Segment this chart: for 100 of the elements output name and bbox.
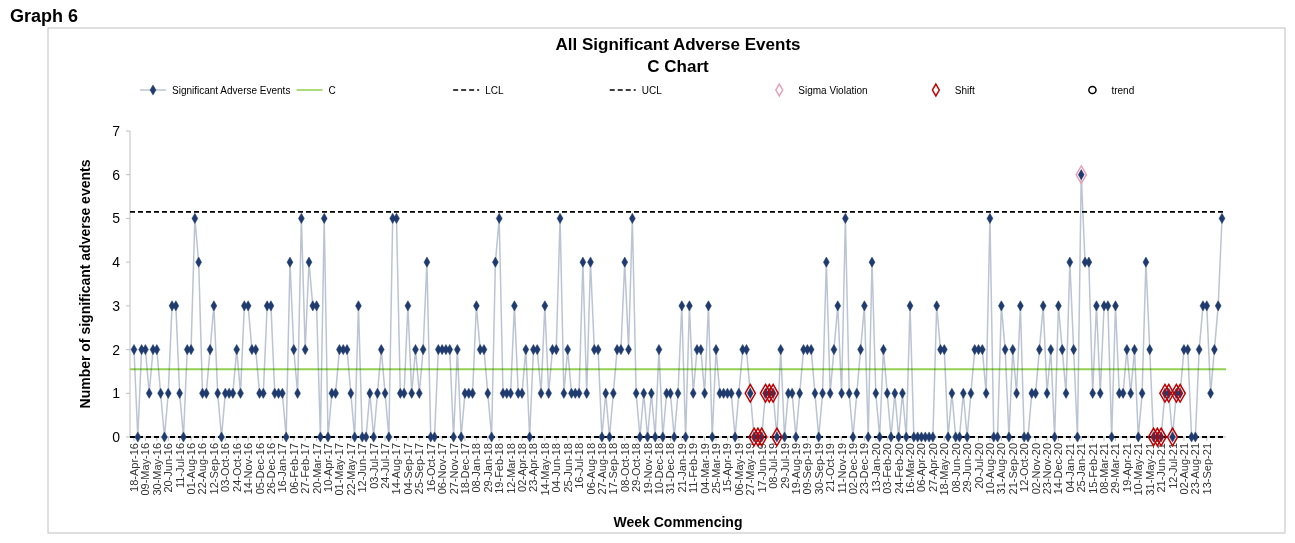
x-tick-label: 31-Dec-18 — [664, 443, 677, 495]
x-tick-label: 02-Nov-20 — [1029, 443, 1042, 495]
x-tick-label: 06-Feb-17 — [287, 443, 300, 494]
x-tick-label: 03-Feb-20 — [881, 443, 894, 494]
x-tick-label: 02-Aug-21 — [1177, 443, 1190, 495]
x-tick-label: 12-Mar-18 — [504, 443, 517, 494]
y-tick-label: 2 — [112, 341, 121, 358]
x-tick-label: 24-Feb-20 — [892, 443, 905, 494]
y-tick-label: 0 — [112, 429, 121, 445]
x-tick-label: 27-May-19 — [744, 443, 757, 496]
x-tick-label: 08-Jan-18 — [470, 443, 483, 493]
x-tick-label: 23-Dec-19 — [858, 443, 871, 495]
x-tick-label: 17-Jun-19 — [755, 443, 768, 493]
x-tick-label: 24-Jul-17 — [379, 443, 392, 489]
x-tick-label: 03-Oct-16 — [219, 443, 232, 492]
x-tick-label: 11-Jul-16 — [173, 443, 186, 489]
x-tick-label: 27-Nov-17 — [447, 443, 460, 495]
x-tick-label: 17-Sep-18 — [607, 443, 620, 495]
x-tick-label: 18-Apr-16 — [128, 443, 140, 492]
x-tick-label: 14-Dec-20 — [1052, 443, 1065, 495]
x-tick-label: 20-Mar-17 — [310, 443, 323, 494]
x-tick-label: 16-Jan-17 — [276, 443, 289, 493]
x-tick-label: 24-Oct-16 — [230, 443, 243, 492]
legend-label: LCL — [485, 84, 504, 96]
x-tick-label: 10-May-21 — [1132, 443, 1145, 496]
x-tick-label: 18-May-20 — [938, 443, 951, 496]
y-tick-label: 6 — [112, 166, 121, 183]
x-tick-label: 04-Jun-18 — [550, 443, 563, 493]
x-tick-label: 01-Aug-16 — [185, 443, 198, 495]
x-tick-label: 21-Jun-21 — [1155, 443, 1168, 493]
x-tick-label: 04-Sep-17 — [401, 443, 414, 495]
x-tick-label: 04-Jan-21 — [1063, 443, 1076, 493]
x-tick-label: 02-Apr-18 — [516, 443, 529, 492]
x-tick-label: 10-Apr-17 — [322, 443, 335, 492]
x-tick-label: 15-Apr-19 — [721, 443, 734, 492]
x-tick-label: 12-Oct-20 — [1018, 443, 1031, 492]
x-tick-label: 20-Jun-16 — [162, 443, 175, 493]
legend-label: UCL — [641, 84, 663, 96]
x-tick-label: 26-Dec-16 — [264, 443, 277, 495]
x-tick-label: 16-Oct-17 — [424, 443, 437, 492]
x-tick-label: 09-May-16 — [139, 443, 152, 496]
x-tick-label: 21-Sep-20 — [1006, 443, 1019, 495]
x-tick-label: 11-Feb-19 — [687, 443, 700, 493]
x-tick-label: 22-May-17 — [344, 443, 357, 496]
x-tick-label: 13-Jan-20 — [869, 443, 882, 493]
x-tick-label: 23-Nov-20 — [1041, 443, 1054, 495]
chart-subtitle: C Chart — [647, 57, 710, 76]
x-tick-label: 08-Mar-21 — [1098, 443, 1111, 494]
x-tick-label: 14-Aug-17 — [390, 443, 403, 495]
legend-label: Shift — [954, 84, 976, 96]
x-tick-label: 01-May-17 — [333, 443, 346, 496]
x-tick-label: 06-May-19 — [732, 443, 745, 496]
x-tick-label: 25-Mar-19 — [710, 443, 723, 494]
x-tick-label: 30-Sep-19 — [812, 443, 825, 495]
x-tick-label: 19-Apr-21 — [1120, 443, 1133, 492]
x-tick-label: 25-Jan-21 — [1075, 443, 1088, 493]
x-tick-label: 22-Aug-16 — [196, 443, 209, 495]
x-tick-label: 13-Sep-21 — [1200, 443, 1213, 495]
legend-label: C — [328, 84, 336, 96]
x-axis-title: Week Commencing — [613, 514, 743, 530]
y-axis-title: Number of significant adverse events — [77, 159, 93, 409]
x-tick-label: 19-Feb-18 — [493, 443, 506, 494]
x-tick-label: 29-Jan-18 — [481, 443, 494, 493]
x-tick-label: 06-Aug-18 — [584, 443, 597, 495]
x-tick-label: 19-Nov-18 — [641, 443, 654, 495]
x-tick-label: 14-Nov-16 — [242, 443, 255, 495]
x-tick-label: 16-Jul-18 — [573, 443, 586, 489]
x-tick-label: 25-Sep-17 — [413, 443, 426, 495]
y-tick-label: 7 — [112, 123, 121, 139]
x-tick-label: 05-Dec-16 — [253, 443, 266, 495]
x-tick-label: 23-Apr-18 — [527, 443, 540, 492]
x-tick-label: 31-Aug-20 — [995, 443, 1008, 495]
x-tick-label: 06-Apr-20 — [915, 443, 928, 492]
legend-label: Significant Adverse Events — [172, 84, 291, 96]
x-tick-label: 10-Aug-20 — [983, 443, 996, 495]
x-tick-label: 23-Aug-21 — [1189, 443, 1202, 495]
x-tick-label: 27-Feb-17 — [299, 443, 312, 494]
x-tick-label: 16-Mar-20 — [904, 443, 917, 494]
x-tick-label: 29-Jun-20 — [961, 443, 974, 493]
x-tick-label: 12-Jul-21 — [1166, 443, 1179, 489]
x-tick-label: 08-Oct-18 — [618, 443, 631, 492]
chart-title: All Significant Adverse Events — [555, 35, 801, 54]
caption: Graph 6 — [10, 6, 79, 26]
x-tick-label: 29-Oct-18 — [630, 443, 643, 492]
x-tick-label: 18-Dec-17 — [458, 443, 471, 495]
x-tick-label: 19-Aug-19 — [789, 443, 802, 495]
x-tick-label: 11-Nov-19 — [835, 443, 848, 494]
x-tick-label: 12-Jun-17 — [356, 443, 369, 493]
x-tick-label: 08-Jun-20 — [949, 443, 962, 493]
x-tick-label: 03-Jul-17 — [367, 443, 380, 489]
x-tick-label: 09-Sep-19 — [801, 443, 814, 495]
x-tick-label: 10-Dec-18 — [652, 443, 665, 495]
y-tick-label: 3 — [112, 297, 121, 314]
y-tick-label: 4 — [112, 254, 121, 271]
x-tick-label: 08-Jul-19 — [767, 443, 780, 489]
x-tick-label: 12-Sep-16 — [207, 443, 220, 495]
x-tick-label: 29-Mar-21 — [1109, 443, 1122, 494]
x-tick-label: 30-May-16 — [150, 443, 163, 496]
x-tick-label: 27-Apr-20 — [926, 443, 939, 492]
x-tick-label: 15-Feb-21 — [1086, 443, 1099, 494]
